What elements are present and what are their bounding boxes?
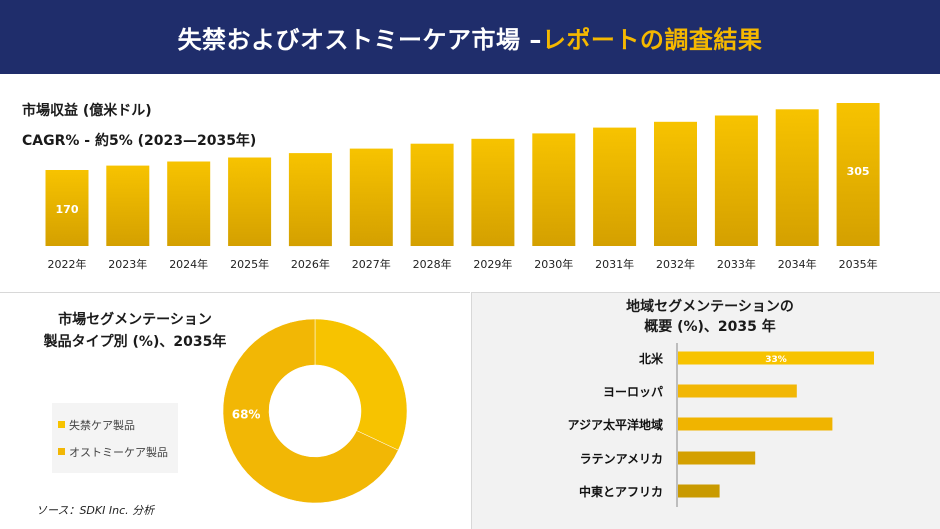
revenue-bar xyxy=(349,148,393,246)
region-bar xyxy=(678,417,833,431)
revenue-x-tick: 2035年 xyxy=(839,257,878,271)
revenue-x-tick: 2032年 xyxy=(656,257,695,271)
revenue-x-tick: 2027年 xyxy=(352,257,391,271)
region-category-label: 北米 xyxy=(639,351,664,366)
revenue-bar xyxy=(288,153,332,247)
revenue-bar xyxy=(167,161,211,246)
region-bar xyxy=(678,484,720,498)
revenue-bar xyxy=(836,103,880,246)
revenue-bar xyxy=(106,165,150,246)
region-category-label: ラテンアメリカ xyxy=(580,452,663,466)
revenue-x-tick: 2025年 xyxy=(230,257,269,271)
revenue-x-tick: 2034年 xyxy=(778,257,817,271)
page-title: 失禁およびオストミーケア市場 –レポートの調査結果 xyxy=(178,20,763,55)
donut-data-label: 68% xyxy=(232,408,261,422)
revenue-bar xyxy=(593,127,637,246)
revenue-bar-chart: 2022年 170 2023年 2024年 2025年 2026年 2027年 2028年 20… xyxy=(45,103,880,271)
region-bar xyxy=(678,384,797,398)
region-category-label: ヨーロッパ xyxy=(603,385,663,399)
region-data-label: 33% xyxy=(765,355,787,365)
revenue-bar xyxy=(775,109,819,246)
revenue-x-tick: 2023年 xyxy=(108,257,147,271)
legend-swatch-incontinence xyxy=(58,421,65,428)
donut-legend: 失禁ケア製品 オストミーケア製品 xyxy=(52,403,178,473)
legend-label-incontinence: 失禁ケア製品 xyxy=(69,418,135,432)
title-banner: 失禁およびオストミーケア市場 –レポートの調査結果 xyxy=(0,0,940,74)
revenue-x-tick: 2024年 xyxy=(169,257,208,271)
revenue-bar xyxy=(654,121,697,246)
product-segment-title: 市場セグメンテーション 製品タイプ別 (%)、2035年 xyxy=(30,309,240,353)
product-donut-chart: 68% xyxy=(222,318,408,504)
cagr-label: CAGR% - 約5% (2023—2035年) xyxy=(22,133,257,149)
legend-swatch-ostomy xyxy=(58,448,65,455)
revenue-x-tick: 2022年 xyxy=(48,257,87,271)
product-segment-title-line1: 市場セグメンテーション xyxy=(58,312,212,328)
revenue-x-tick: 2031年 xyxy=(595,257,634,271)
revenue-bar xyxy=(228,157,272,246)
revenue-bar xyxy=(45,170,89,246)
region-segment-title: 地域セグメンテーションの 概要 (%)、2035 年 xyxy=(590,297,830,337)
revenue-x-tick: 2029年 xyxy=(473,257,512,271)
revenue-bar xyxy=(471,138,515,247)
revenue-title: 市場収益 (億米ドル) xyxy=(22,103,152,119)
source-note: ソース：SDKI Inc. 分析 xyxy=(36,504,155,517)
region-segment-title-line1: 地域セグメンテーションの xyxy=(626,299,794,315)
legend-item-ostomy: オストミーケア製品 xyxy=(58,438,172,465)
revenue-x-tick: 2030年 xyxy=(534,257,573,271)
region-bar xyxy=(678,351,874,365)
revenue-x-tick: 2033年 xyxy=(717,257,756,271)
region-bar xyxy=(678,451,756,465)
revenue-bar xyxy=(714,115,758,246)
donut-slice xyxy=(222,318,399,504)
revenue-x-tick: 2026年 xyxy=(291,257,330,271)
donut-slice xyxy=(314,318,408,451)
product-segment-title-line2: 製品タイプ別 (%)、2035年 xyxy=(43,334,227,350)
legend-label-ostomy: オストミーケア製品 xyxy=(69,445,168,459)
revenue-x-tick: 2028年 xyxy=(413,257,452,271)
title-main: 失禁およびオストミーケア市場 – xyxy=(177,25,542,54)
revenue-bar xyxy=(532,133,576,246)
revenue-data-label: 170 xyxy=(56,203,79,216)
revenue-data-label: 305 xyxy=(847,165,870,178)
legend-item-incontinence: 失禁ケア製品 xyxy=(58,411,172,438)
region-category-label: アジア太平洋地域 xyxy=(567,417,663,432)
region-segment-title-line2: 概要 (%)、2035 年 xyxy=(644,319,776,335)
revenue-bar xyxy=(410,143,454,246)
region-category-label: 中東とアフリカ xyxy=(579,484,663,499)
title-accent: レポートの調査結果 xyxy=(541,25,763,54)
